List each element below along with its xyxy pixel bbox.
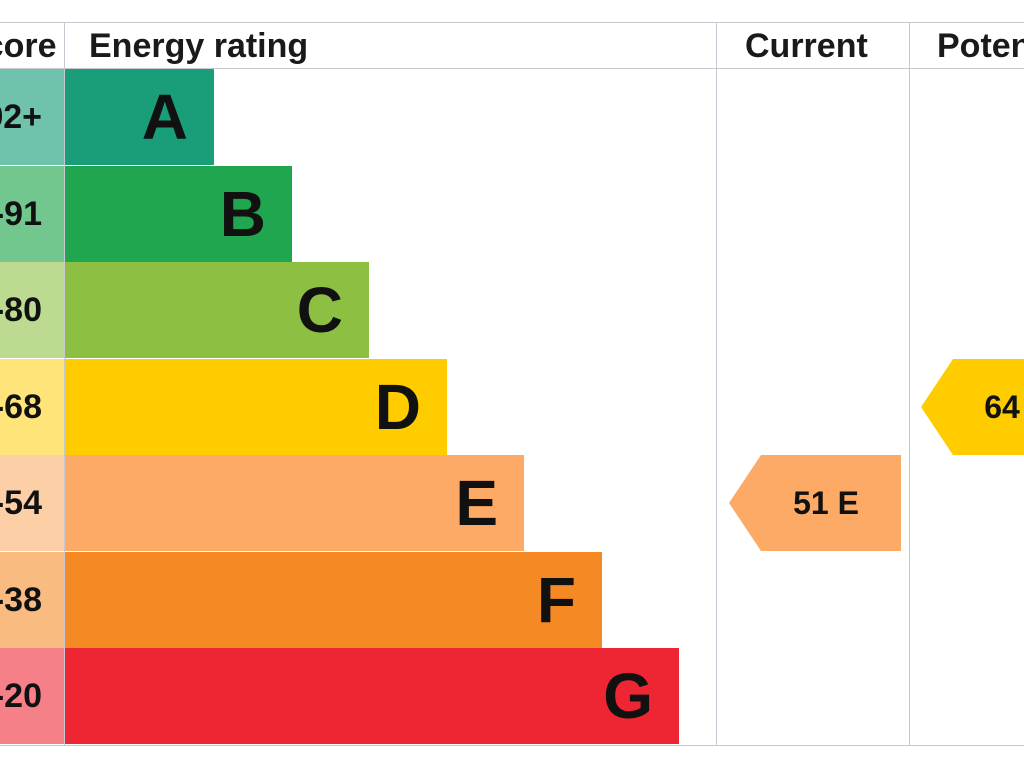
band-letter-a: A [141,81,188,153]
band-bar-c: C [64,262,369,358]
current-rating-label: 51 E [793,484,859,521]
band-letter-c: C [296,274,343,346]
grid-header-border [0,68,1024,69]
band-bar-g: G [64,648,679,744]
band-letter-g: G [603,660,653,732]
band-bar-f: F [64,552,602,648]
score-range-g: 1-20 [0,648,64,744]
current-header: Current [745,27,868,65]
grid-divider-score [64,22,65,746]
score-range-f: 21-38 [0,552,64,648]
band-letter-f: F [536,564,576,636]
band-bar-d: D [64,359,447,455]
current-rating-arrow: 51 E [729,455,901,551]
score-range-c: 69-80 [0,262,64,358]
band-letter-e: E [455,467,498,539]
potential-rating-label: 64 D [984,388,1024,425]
score-header: Score [0,27,57,65]
energy-rating-header: Energy rating [89,27,309,65]
potential-header: Potential [937,27,1024,65]
score-range-b: 81-91 [0,166,64,262]
grid-top-border [0,22,1024,23]
grid-divider-potential [909,22,910,746]
band-bar-b: B [64,166,292,262]
score-range-a: 92+ [0,69,64,165]
potential-rating-arrow: 64 D [921,359,1024,455]
band-letter-d: D [374,371,421,443]
score-range-d: 55-68 [0,359,64,455]
band-bar-a: A [64,69,214,165]
band-letter-b: B [219,178,266,250]
grid-divider-current [716,22,717,746]
band-bar-e: E [64,455,524,551]
grid-bottom-border [0,745,1024,746]
score-range-e: 39-54 [0,455,64,551]
